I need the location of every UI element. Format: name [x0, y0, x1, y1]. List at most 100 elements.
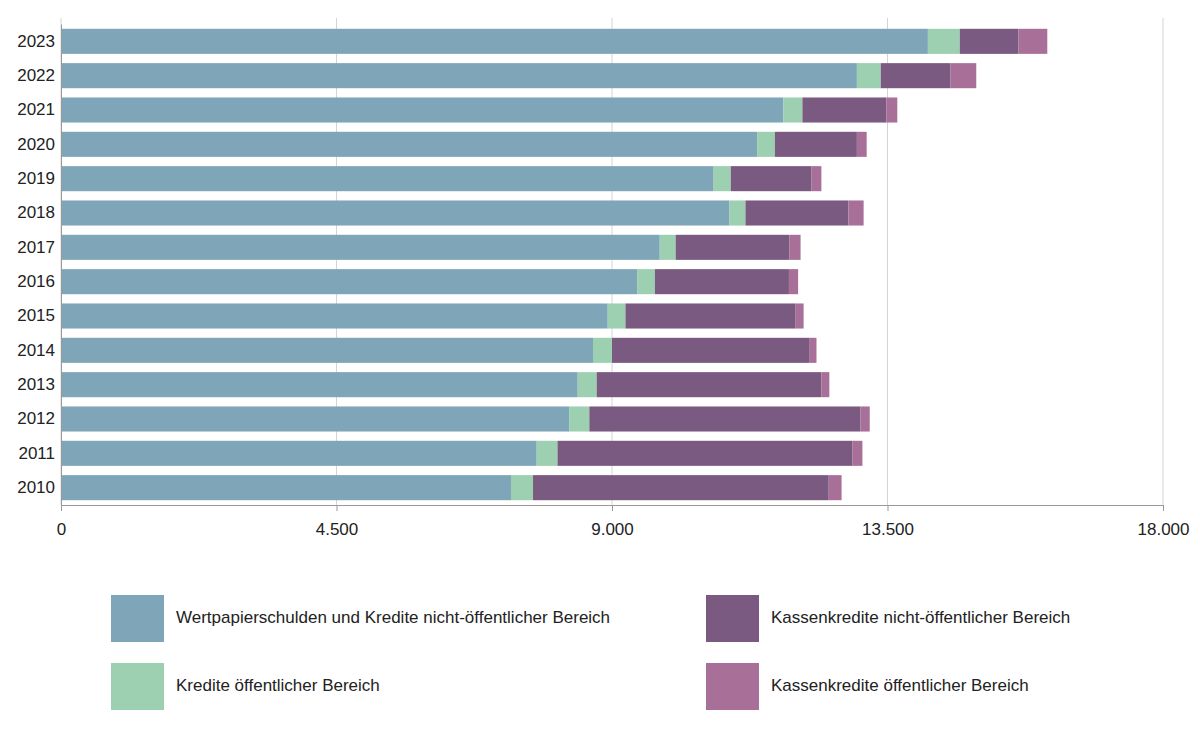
bar — [812, 166, 822, 191]
tick-mark — [337, 505, 338, 511]
bar — [61, 372, 578, 397]
x-tick: 0 — [57, 505, 66, 539]
y-tick: 2018 — [17, 203, 55, 222]
y-tick: 2022 — [17, 66, 55, 85]
bar — [61, 235, 660, 260]
category-label: 2011 — [18, 444, 55, 463]
y-axis-line — [61, 25, 62, 506]
tick-mark — [612, 505, 613, 511]
x-tick: 13.500 — [862, 505, 914, 539]
tick-label: 13.500 — [862, 520, 914, 539]
bar — [61, 97, 783, 122]
y-tick: 2020 — [17, 135, 55, 154]
tick-label: 9.000 — [591, 520, 634, 539]
category-label: 2019 — [17, 169, 55, 188]
bar — [757, 132, 775, 157]
bar — [848, 200, 863, 225]
bar — [821, 372, 829, 397]
bar — [810, 338, 817, 363]
legend-label: Kredite öffentlicher Bereich — [176, 676, 380, 695]
bar — [714, 166, 731, 191]
bar — [951, 63, 977, 88]
bar — [731, 166, 812, 191]
bar — [61, 166, 714, 191]
legend-label: Kassenkredite nicht-öffentlicher Bereich — [771, 608, 1070, 627]
legend-swatch — [706, 595, 759, 642]
bar — [61, 200, 730, 225]
bar — [775, 132, 857, 157]
bar — [853, 441, 863, 466]
bar — [857, 132, 867, 157]
bar — [61, 269, 637, 294]
bar — [61, 338, 593, 363]
category-label: 2015 — [17, 306, 55, 325]
tick-label: 18.000 — [1138, 520, 1190, 539]
y-tick: 2014 — [17, 341, 55, 360]
series — [533, 29, 1018, 500]
legend: Wertpapierschulden und Kredite nicht-öff… — [111, 595, 1070, 710]
category-label: 2018 — [17, 203, 55, 222]
bar — [637, 269, 655, 294]
legend-item: Kassenkredite nicht-öffentlicher Bereich — [706, 595, 1070, 642]
y-tick: 2023 — [17, 32, 55, 51]
legend-item: Kredite öffentlicher Bereich — [111, 663, 380, 710]
bar — [597, 372, 822, 397]
legend-label: Wertpapierschulden und Kredite nicht-öff… — [176, 608, 610, 627]
series — [511, 29, 960, 500]
category-label: 2016 — [17, 272, 55, 291]
bar — [676, 235, 790, 260]
grid-line — [612, 18, 613, 505]
legend-label: Kassenkredite öffentlicher Bereich — [771, 676, 1029, 695]
bar — [625, 303, 795, 328]
bar — [857, 63, 881, 88]
y-tick: 2010 — [17, 478, 55, 497]
x-axis: 0 4.500 9.000 13.500 18.000 — [57, 505, 1190, 539]
bar — [928, 29, 960, 54]
grid-line — [887, 18, 888, 505]
bar — [745, 200, 848, 225]
y-tick: 2016 — [17, 272, 55, 291]
category-label: 2020 — [17, 135, 55, 154]
bar — [790, 235, 801, 260]
category-label: 2022 — [17, 66, 55, 85]
grid — [61, 18, 1163, 505]
bar — [960, 29, 1019, 54]
bar — [789, 269, 798, 294]
legend-swatch — [111, 595, 164, 642]
bar — [537, 441, 558, 466]
y-tick: 2011 — [18, 444, 55, 463]
series — [789, 29, 1047, 500]
category-label: 2017 — [17, 238, 55, 257]
bars — [61, 29, 1047, 500]
bar — [593, 338, 612, 363]
tick-mark — [888, 505, 889, 511]
bar — [783, 97, 802, 122]
bar — [829, 475, 842, 500]
bar — [660, 235, 676, 260]
bar — [61, 441, 537, 466]
y-tick: 2013 — [17, 375, 55, 394]
bar — [730, 200, 746, 225]
grid-line — [336, 18, 337, 505]
bar — [796, 303, 804, 328]
bar — [578, 372, 597, 397]
category-label: 2021 — [17, 100, 55, 119]
bar — [61, 63, 857, 88]
tick-label: 0 — [57, 520, 66, 539]
bar — [886, 97, 897, 122]
legend-item: Kassenkredite öffentlicher Bereich — [706, 663, 1029, 710]
series — [61, 29, 928, 500]
bar — [655, 269, 789, 294]
tick-label: 4.500 — [316, 520, 359, 539]
bar — [533, 475, 829, 500]
bar — [612, 338, 810, 363]
legend-swatch — [111, 663, 164, 710]
bar — [1019, 29, 1048, 54]
y-tick: 2015 — [17, 306, 55, 325]
bar — [881, 63, 951, 88]
bar — [61, 475, 511, 500]
tick-mark — [1163, 505, 1164, 511]
bar — [61, 303, 608, 328]
tick-mark — [61, 505, 62, 511]
grid-line — [61, 18, 62, 505]
